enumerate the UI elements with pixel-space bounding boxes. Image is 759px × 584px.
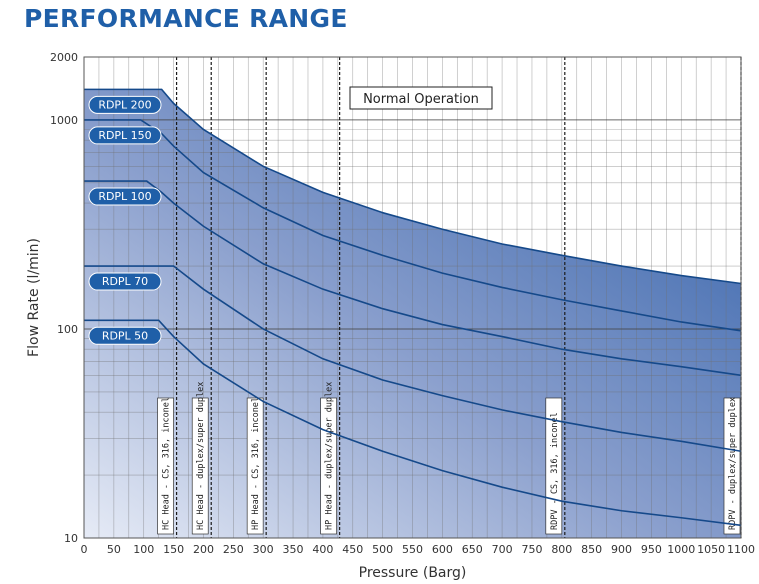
x-tick-label: 1100 [727,543,755,556]
x-tick-label: 900 [611,543,632,556]
x-tick-label: 700 [492,543,513,556]
series-line [84,119,742,332]
x-tick-label: 100 [133,543,154,556]
x-tick-label: 800 [551,543,572,556]
limit-label: HC Head - duplex/super duplex [191,382,209,535]
annotation-text: Normal Operation [363,92,479,107]
limit-label-text: HP Head - duplex/super duplex [325,382,335,530]
limit-label: RDPV - duplex/super duplex [723,397,741,535]
limit-label-text: HC Head - duplex/super duplex [196,382,206,530]
chart-title: PERFORMANCE RANGE [24,4,348,33]
series-label-text: RDPL 100 [98,190,151,203]
y-tick-labels: 10 100 1000 2000 [50,51,78,545]
x-axis-label: Pressure (Barg) [359,565,467,581]
y-tick-label: 2000 [50,51,78,64]
series-label-text: RDPL 200 [98,98,151,111]
limit-label: HP Head - CS, 316, inconel [246,397,264,535]
x-tick-label: 200 [193,543,214,556]
limit-label-text: HC Head - CS, 316, inconel [162,397,172,530]
series-label-pill: RDPL 200 [88,95,162,114]
x-tick-label: 850 [581,543,602,556]
series-label-pill: RDPL 70 [88,272,162,291]
x-tick-label: 500 [372,543,393,556]
plot-frame [83,56,742,539]
limit-label-text: RDPV - duplex/super duplex [728,397,738,530]
x-tick-label: 350 [283,543,304,556]
series-labels: RDPL 200 RDPL 150 RDPL 100 RDPL 70 RDPL 50 [88,95,162,345]
x-tick-label: 650 [462,543,483,556]
x-tick-labels: 0 50 100 150 200 250 300 350 400 450 500 550 600 650 7… [81,543,756,556]
x-tick-label: 150 [163,543,184,556]
x-tick-label: 400 [312,543,333,556]
x-tick-label: 0 [81,543,88,556]
x-tick-label: 300 [253,543,274,556]
series-label-text: RDPL 70 [102,275,148,288]
x-tick-label: 50 [107,543,121,556]
y-tick-label: 1000 [50,114,78,127]
series-label-pill: RDPL 100 [88,187,162,206]
limit-label: HP Head - duplex/super duplex [320,382,337,535]
grid-lines [84,57,741,538]
series-line [84,180,742,377]
limit-label: HC Head - CS, 316, inconel [157,397,174,535]
series-label-text: RDPL 150 [98,129,151,142]
y-axis-label: Flow Rate (l/min) [26,238,42,357]
y-tick-label: 100 [57,323,78,336]
annotation-box: Normal Operation [349,86,493,110]
limit-label-text: RDPV - CS, 316, inconel [550,412,560,530]
series-curves [84,88,742,527]
series-label-pill: RDPL 50 [88,326,162,345]
x-tick-label: 450 [342,543,363,556]
series-line [84,88,742,285]
x-tick-label: 1000 [667,543,695,556]
series-label-pill: RDPL 150 [88,126,162,145]
series-line [84,319,742,527]
x-tick-label: 550 [402,543,423,556]
x-tick-label: 950 [641,543,662,556]
x-tick-label: 1050 [697,543,725,556]
limit-label-text: HP Head - CS, 316, inconel [251,397,261,530]
x-tick-label: 600 [432,543,453,556]
series-label-text: RDPL 50 [102,329,148,342]
x-tick-label: 750 [521,543,542,556]
x-tick-label: 250 [223,543,244,556]
series-line [84,265,742,453]
y-tick-label: 10 [64,532,78,545]
